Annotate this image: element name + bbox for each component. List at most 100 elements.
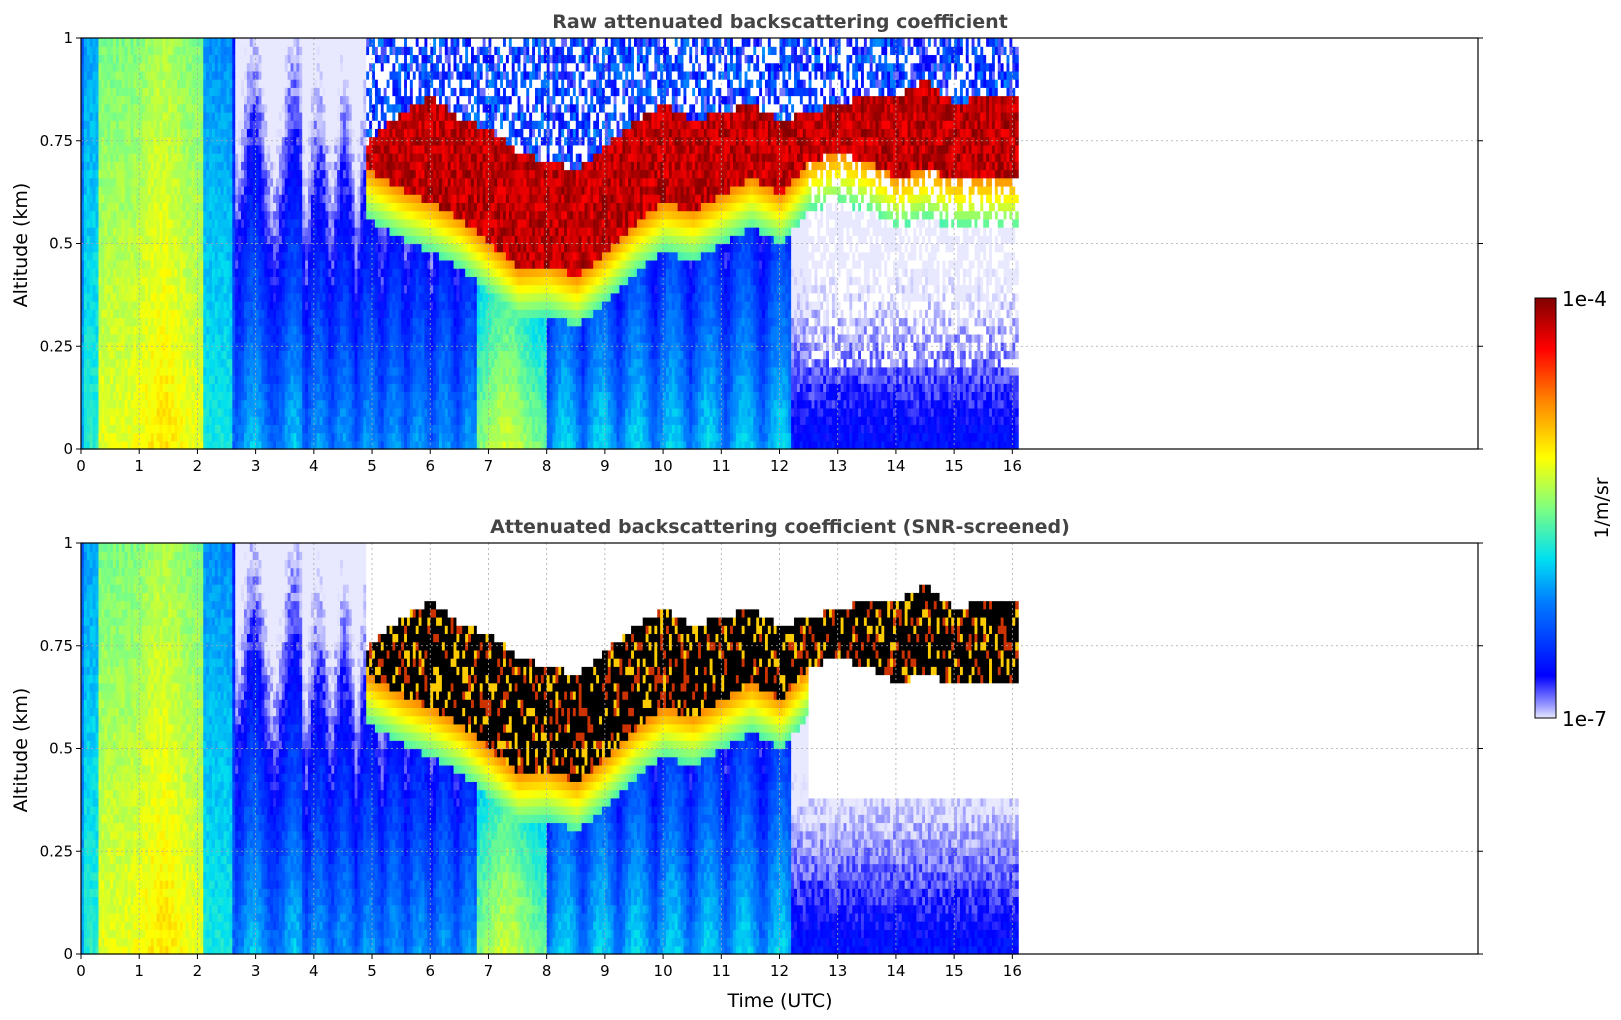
heatmap-cell bbox=[200, 432, 204, 442]
heatmap-cell bbox=[110, 284, 114, 294]
heatmap-cell bbox=[124, 54, 129, 64]
heatmap-cell bbox=[249, 210, 254, 220]
heatmap-cell bbox=[159, 79, 164, 88]
heatmap-cell bbox=[153, 79, 158, 88]
heatmap-cell bbox=[270, 276, 274, 286]
heatmap-cell bbox=[156, 103, 161, 113]
heatmap-cell bbox=[261, 399, 265, 409]
heatmap-cell bbox=[261, 440, 265, 450]
heatmap-cell bbox=[223, 325, 228, 335]
heatmap-cell bbox=[104, 292, 108, 302]
heatmap-cell bbox=[171, 87, 175, 97]
heatmap-cell bbox=[107, 358, 111, 368]
heatmap-cell bbox=[153, 95, 158, 105]
heatmap-cell bbox=[203, 416, 207, 425]
heatmap-cell bbox=[162, 366, 166, 376]
heatmap-cell bbox=[104, 235, 108, 245]
heatmap-cell bbox=[191, 251, 196, 261]
heatmap-cell bbox=[81, 185, 85, 195]
heatmap-cell bbox=[95, 185, 100, 195]
heatmap-cell bbox=[165, 399, 169, 409]
heatmap-cell bbox=[188, 128, 193, 138]
heatmap-cell bbox=[107, 342, 111, 351]
heatmap-cell bbox=[232, 399, 236, 409]
heatmap-cell bbox=[217, 375, 222, 384]
heatmap-cell bbox=[194, 177, 199, 187]
heatmap-cell bbox=[185, 235, 190, 245]
heatmap-cell bbox=[200, 218, 204, 228]
heatmap-cell bbox=[249, 292, 254, 302]
heatmap-cell bbox=[188, 87, 193, 97]
heatmap-cell bbox=[101, 292, 105, 302]
heatmap-cell bbox=[174, 366, 178, 376]
heatmap-cell bbox=[177, 251, 181, 261]
heatmap-cell bbox=[101, 120, 105, 130]
heatmap-cell bbox=[110, 144, 114, 154]
heatmap-cell bbox=[98, 169, 102, 179]
heatmap-cell bbox=[153, 103, 158, 113]
heatmap-cell bbox=[223, 79, 228, 88]
heatmap-cell bbox=[133, 366, 137, 376]
heatmap-cell bbox=[246, 333, 251, 343]
heatmap-cell bbox=[276, 301, 280, 310]
heatmap-cell bbox=[223, 169, 228, 179]
heatmap-cell bbox=[217, 235, 222, 245]
heatmap-cell bbox=[264, 144, 268, 154]
heatmap-cell bbox=[206, 218, 210, 228]
heatmap-cell bbox=[168, 185, 172, 195]
heatmap-cell bbox=[101, 358, 105, 368]
heatmap-cell bbox=[177, 95, 181, 105]
heatmap-cell bbox=[136, 325, 140, 335]
heatmap-cell bbox=[168, 70, 172, 80]
heatmap-cell bbox=[267, 383, 271, 393]
heatmap-cell bbox=[252, 251, 257, 261]
heatmap-cell bbox=[92, 177, 97, 187]
heatmap-cell bbox=[174, 62, 178, 72]
heatmap-cell bbox=[197, 301, 201, 310]
heatmap-cell bbox=[89, 227, 94, 236]
heatmap-cell bbox=[118, 243, 123, 253]
heatmap-cell bbox=[217, 54, 222, 64]
heatmap-cell bbox=[118, 292, 123, 302]
heatmap-cell bbox=[238, 292, 242, 302]
heatmap-cell bbox=[101, 218, 105, 228]
heatmap-cell bbox=[185, 284, 190, 294]
heatmap-cell bbox=[203, 424, 207, 434]
heatmap-cell bbox=[177, 54, 181, 64]
heatmap-cell bbox=[153, 342, 158, 351]
heatmap-cell bbox=[124, 440, 129, 450]
heatmap-cell bbox=[171, 210, 175, 220]
heatmap-cell bbox=[211, 391, 216, 401]
heatmap-cell bbox=[203, 375, 207, 384]
heatmap-cell bbox=[220, 292, 225, 302]
heatmap-cell bbox=[162, 440, 166, 450]
heatmap-cell bbox=[133, 95, 137, 105]
heatmap-cell bbox=[142, 46, 146, 56]
heatmap-cell bbox=[217, 103, 222, 113]
heatmap-cell bbox=[223, 407, 228, 417]
heatmap-cell bbox=[130, 218, 134, 228]
heatmap-cell bbox=[136, 292, 140, 302]
heatmap-cell bbox=[142, 276, 146, 286]
heatmap-cell bbox=[130, 407, 134, 417]
heatmap-cell bbox=[226, 169, 231, 179]
heatmap-cell bbox=[209, 366, 213, 376]
heatmap-cell bbox=[217, 46, 222, 56]
heatmap-cell bbox=[101, 235, 105, 245]
heatmap-cell bbox=[179, 309, 184, 319]
heatmap-cell bbox=[261, 54, 265, 64]
heatmap-cell bbox=[264, 317, 268, 327]
heatmap-cell bbox=[232, 333, 236, 343]
heatmap-cell bbox=[226, 153, 231, 162]
heatmap-cell bbox=[255, 301, 260, 310]
heatmap-cell bbox=[177, 407, 181, 417]
heatmap-cell bbox=[223, 185, 228, 195]
heatmap-cell bbox=[118, 111, 123, 121]
heatmap-cell bbox=[276, 259, 280, 269]
heatmap-cell bbox=[147, 317, 152, 327]
heatmap-cell bbox=[261, 185, 265, 195]
heatmap-cell bbox=[229, 62, 233, 72]
heatmap-cell bbox=[127, 46, 132, 56]
heatmap-cell bbox=[121, 120, 126, 130]
